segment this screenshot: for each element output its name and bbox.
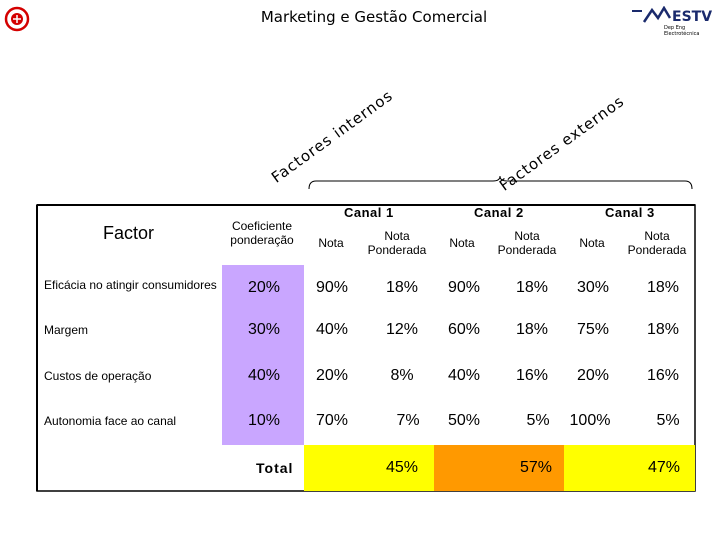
canal-3-nota-ponderada-header: Nota Ponderada xyxy=(624,229,690,257)
row-c2-ponderada: 18% xyxy=(515,279,549,296)
canal-1-np-line2: Ponderada xyxy=(367,243,427,257)
row-coef: 10% xyxy=(247,412,281,429)
row-coef: 30% xyxy=(247,321,281,338)
row-label: Eficácia no atingir consumidores xyxy=(44,278,217,292)
row-c3-nota: 75% xyxy=(576,321,610,338)
svg-text:ESTV: ESTV xyxy=(672,9,712,25)
factor-header: Factor xyxy=(103,223,155,243)
row-label: Custos de operação xyxy=(44,369,152,383)
row-c1-nota: 90% xyxy=(315,279,349,296)
canal-1-nota-header: Nota xyxy=(318,236,344,250)
canal-2-header: Canal 2 xyxy=(474,205,524,220)
canal-3-np-line2: Ponderada xyxy=(627,243,687,257)
total-canal-3-value: 47% xyxy=(647,459,681,476)
row-c1-nota: 20% xyxy=(315,367,349,384)
row-c2-nota: 90% xyxy=(447,279,481,296)
row-c2-nota: 40% xyxy=(447,367,481,384)
total-canal-2-cell xyxy=(434,445,564,491)
page-title: Marketing e Gestão Comercial xyxy=(260,8,488,26)
row-c3-ponderada: 18% xyxy=(646,279,680,296)
row-c3-nota: 100% xyxy=(569,412,611,429)
row-c3-nota: 20% xyxy=(576,367,610,384)
row-c3-ponderada: 16% xyxy=(646,367,680,384)
coef-column-fill xyxy=(222,265,304,445)
row-c2-ponderada: 16% xyxy=(515,367,549,384)
total-label: Total xyxy=(256,460,294,476)
row-c1-ponderada: 18% xyxy=(385,279,419,296)
red-seal-logo-icon xyxy=(4,6,30,32)
canal-3-np-line1: Nota xyxy=(644,229,670,243)
row-c1-ponderada: 12% xyxy=(385,321,419,338)
total-canal-2-value: 57% xyxy=(519,459,553,476)
row-c1-nota: 70% xyxy=(315,412,349,429)
row-c3-nota: 30% xyxy=(576,279,610,296)
coef-header: Coeficiente ponderação xyxy=(224,219,300,247)
row-coef: 40% xyxy=(247,367,281,384)
canal-1-np-line1: Nota xyxy=(384,229,410,243)
canal-1-header: Canal 1 xyxy=(344,205,394,220)
row-label: Autonomia face ao canal xyxy=(44,414,177,428)
total-canal-1-cell xyxy=(304,445,434,491)
row-c1-nota: 40% xyxy=(315,321,349,338)
estv-logo-icon: ESTV Dep Eng Electrotécnica xyxy=(630,5,714,37)
coef-header-line2: ponderação xyxy=(230,233,294,247)
logo-sub-line1: Dep Eng xyxy=(664,25,686,31)
canal-3-header: Canal 3 xyxy=(605,205,655,220)
canal-2-np-line1: Nota xyxy=(514,229,540,243)
row-c1-ponderada: 7% xyxy=(396,412,420,429)
row-c2-nota: 50% xyxy=(447,412,481,429)
row-c2-ponderada: 18% xyxy=(515,321,549,338)
table-frame xyxy=(36,204,696,492)
canal-2-nota-header: Nota xyxy=(449,236,475,250)
brace-line xyxy=(308,175,693,190)
canal-2-np-line2: Ponderada xyxy=(497,243,557,257)
row-coef: 20% xyxy=(247,279,281,296)
canal-2-nota-ponderada-header: Nota Ponderada xyxy=(494,229,560,257)
coef-header-line1: Coeficiente xyxy=(231,219,293,233)
row-c2-ponderada: 5% xyxy=(526,412,550,429)
row-label: Margem xyxy=(44,323,89,337)
canal-3-nota-header: Nota xyxy=(579,236,605,250)
logo-sub-line2: Electrotécnica xyxy=(664,31,700,37)
row-c2-nota: 60% xyxy=(447,321,481,338)
row-c3-ponderada: 18% xyxy=(646,321,680,338)
row-c3-ponderada: 5% xyxy=(656,412,680,429)
total-canal-3-cell xyxy=(564,445,695,491)
total-canal-1-value: 45% xyxy=(385,459,419,476)
canal-1-nota-ponderada-header: Nota Ponderada xyxy=(364,229,430,257)
row-c1-ponderada: 8% xyxy=(390,367,414,384)
factores-internos-label: Factores internos xyxy=(268,86,397,187)
